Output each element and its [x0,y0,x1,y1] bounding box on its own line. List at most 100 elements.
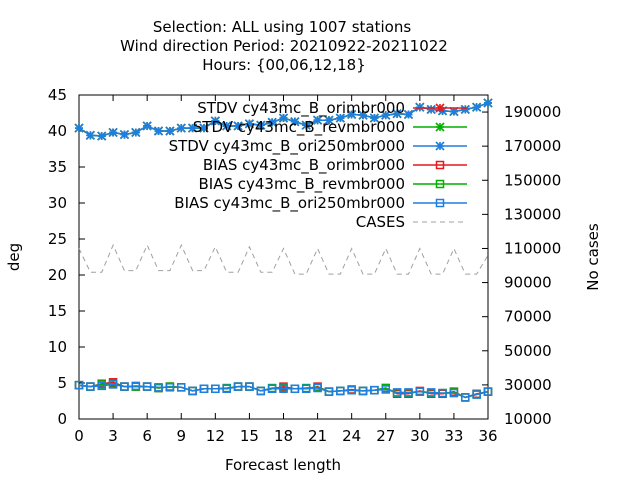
data-point [301,120,311,130]
series-line [78,243,489,275]
legend-marker [435,103,445,113]
data-point [131,127,141,138]
data-point [177,383,186,392]
x-tick-label: 0 [74,427,84,445]
legend-label: STDV cy43mc_B_ori250mbr000 [169,137,405,156]
data-point [153,126,164,136]
data-point [336,386,345,396]
legend-item: STDV cy43mc_B_revmbr000 [193,118,467,137]
data-point [176,123,186,133]
legend-marker [435,122,445,132]
legend-label: BIAS cy43mc_B_orimbr000 [203,156,405,175]
axis-ticks: 0 3 6 9 12 15 18 21 24 27 30 33 36051015202530354045… [48,86,561,445]
data-point [313,115,323,125]
x-tick-label: 24 [342,427,361,445]
title-line-1: Selection: ALL using 1007 stations [153,18,412,36]
y-tick-label: 25 [48,230,67,248]
data-point [381,110,391,120]
y-axis-label: deg [5,243,23,271]
data-point [449,106,459,117]
data-point [279,384,288,394]
data-point [108,127,118,138]
data-point [74,123,84,133]
data-point [369,113,379,123]
data-point [154,383,163,392]
data-point [392,109,402,119]
legend-marker [435,160,445,170]
y2-tick-label: 30000 [504,376,552,394]
data-point [211,384,220,394]
legend-item: CASES [356,213,467,231]
y-tick-label: 15 [48,302,67,320]
data-point [347,385,356,395]
data-point [415,387,425,396]
data-point [222,384,231,394]
data-point [256,386,266,396]
data-point [370,385,379,395]
data-point [472,102,482,112]
data-point [335,113,345,123]
data-point [108,380,118,389]
y-tick-label: 30 [48,194,67,212]
x-axis-label: Forecast length [225,456,341,474]
legend-item: BIAS cy43mc_B_ori250mbr000 [174,194,467,213]
legend-item: BIAS cy43mc_B_revmbr000 [199,175,467,194]
legend-label: BIAS cy43mc_B_ori250mbr000 [174,194,405,213]
y2-tick-label: 90000 [504,274,552,292]
x-tick-label: 15 [240,427,259,445]
data-point [426,104,436,114]
data-point [426,388,436,397]
data-point [267,117,277,127]
data-point [74,380,84,390]
y2-tick-label: 190000 [504,103,561,121]
data-point [97,381,106,391]
data-point [210,116,220,126]
x-tick-label: 30 [410,427,429,445]
legend-label: STDV cy43mc_B_orimbr000 [197,99,405,118]
data-point [472,390,481,399]
legend-item: BIAS cy43mc_B_orimbr000 [203,156,467,175]
x-tick-label: 36 [478,427,497,445]
x-tick-label: 21 [308,427,327,445]
data-point [278,113,289,123]
y-tick-label: 40 [48,122,67,140]
x-tick-label: 12 [206,427,225,445]
data-point [233,121,243,131]
data-point [142,382,152,391]
data-point [483,387,493,396]
data-point [483,98,493,108]
legend-marker [435,179,445,189]
data-point [119,130,130,140]
data-point [438,388,447,398]
y-tick-label: 5 [57,374,67,392]
data-point [165,383,175,392]
y-tick-label: 35 [48,158,67,176]
legend-item: STDV cy43mc_B_orimbr000 [197,99,467,118]
data-point [381,385,390,394]
data-point [97,131,107,141]
y2-tick-label: 110000 [504,239,561,257]
y2-axis-label: No cases [584,223,602,291]
y2-tick-label: 170000 [504,137,561,155]
x-tick-label: 3 [108,427,118,445]
x-tick-label: 6 [142,427,152,445]
y2-tick-label: 50000 [504,342,552,360]
data-point [188,386,197,396]
data-point [120,382,129,391]
series-layer [74,98,493,402]
series-2 [74,98,493,141]
data-point [358,110,368,120]
y-tick-label: 20 [48,266,67,284]
data-point [199,123,209,133]
data-point [245,382,254,391]
x-tick-label: 9 [176,427,186,445]
data-point [403,109,414,120]
series-5 [74,380,493,402]
y-tick-label: 0 [57,410,67,428]
legend-marker [435,141,445,151]
y2-tick-label: 130000 [504,205,561,223]
legend-item: STDV cy43mc_B_ori250mbr000 [169,137,467,156]
data-point [85,130,95,140]
